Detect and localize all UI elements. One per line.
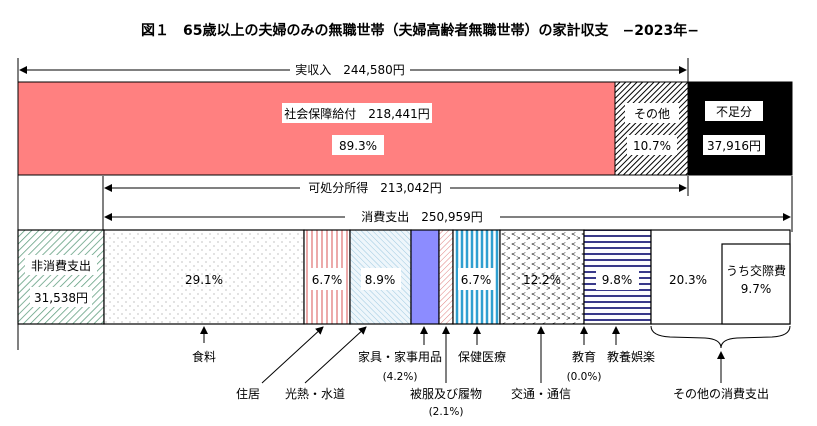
recreation-pct: 9.8% <box>602 273 633 287</box>
expenditure-bar <box>17 229 791 325</box>
furniture-pct: (4.2%) <box>383 371 418 383</box>
utilities-label: 光熱・水道 <box>285 387 345 401</box>
education-label: 教育 <box>572 349 596 364</box>
transport-label: 交通・通信 <box>511 386 571 401</box>
housing-label: 住居 <box>236 387 260 401</box>
social-expenses-pct: 9.7% <box>741 282 772 296</box>
social-expenses-box <box>721 243 791 325</box>
transport-pct: 12.2% <box>523 273 561 287</box>
clothing-label: 被服及び履物 <box>410 387 482 401</box>
income-span-arrow: 実収入 244,580円 <box>19 62 687 78</box>
housing-pct: 6.7% <box>312 273 343 287</box>
consumption-label: 消費支出 250,959円 <box>361 209 483 224</box>
medical-pct: 6.7% <box>461 273 492 287</box>
other-consumption-pct: 20.3% <box>669 273 707 287</box>
non-consumption-label: 非消費支出 <box>31 258 91 273</box>
food-label: 食料 <box>192 349 216 364</box>
food-pct: 29.1% <box>185 273 223 287</box>
furniture-segment <box>410 229 440 325</box>
disposable-label: 可処分所得 213,042円 <box>308 180 442 195</box>
consumption-span-arrow: 消費支出 250,959円 <box>104 209 791 225</box>
income-bar <box>17 81 793 176</box>
chart-title: 図１ 65歳以上の夫婦のみの無職世帯（夫婦高齢者無職世帯）の家計収支 −2023… <box>141 22 699 39</box>
furniture-label: 家具・家事用品 <box>358 349 442 364</box>
social-security-segment <box>17 81 616 176</box>
clothing-pct: (2.1%) <box>429 406 464 418</box>
medical-label: 保健医療 <box>458 350 506 364</box>
education-pct: (0.0%) <box>567 371 602 383</box>
social-security-label: 社会保障給付 218,441円 <box>284 106 430 121</box>
non-consumption-segment <box>17 229 105 325</box>
shortfall-segment <box>687 81 793 176</box>
disposable-span-arrow: 可処分所得 213,042円 <box>104 180 687 196</box>
shortfall-label: 不足分 <box>716 105 752 119</box>
shortfall-value: 37,916円 <box>707 139 761 153</box>
clothing-segment <box>438 229 454 325</box>
other-income-label: その他 <box>634 107 670 121</box>
non-consumption-value: 31,538円 <box>34 291 88 305</box>
recreation-label: 教養娯楽 <box>607 349 655 364</box>
transport-segment <box>499 229 585 325</box>
other-income-segment <box>614 81 689 176</box>
other-income-pct: 10.7% <box>633 139 671 153</box>
social-security-pct: 89.3% <box>339 139 377 153</box>
food-segment <box>103 229 305 325</box>
pointer-arrows <box>200 326 725 384</box>
brace <box>650 325 791 349</box>
income-total-label: 実収入 244,580円 <box>295 62 405 77</box>
utilities-pct: 8.9% <box>365 273 396 287</box>
social-expenses-label: うち交際費 <box>726 263 786 278</box>
other-consumption-label: その他の消費支出 <box>673 386 769 401</box>
